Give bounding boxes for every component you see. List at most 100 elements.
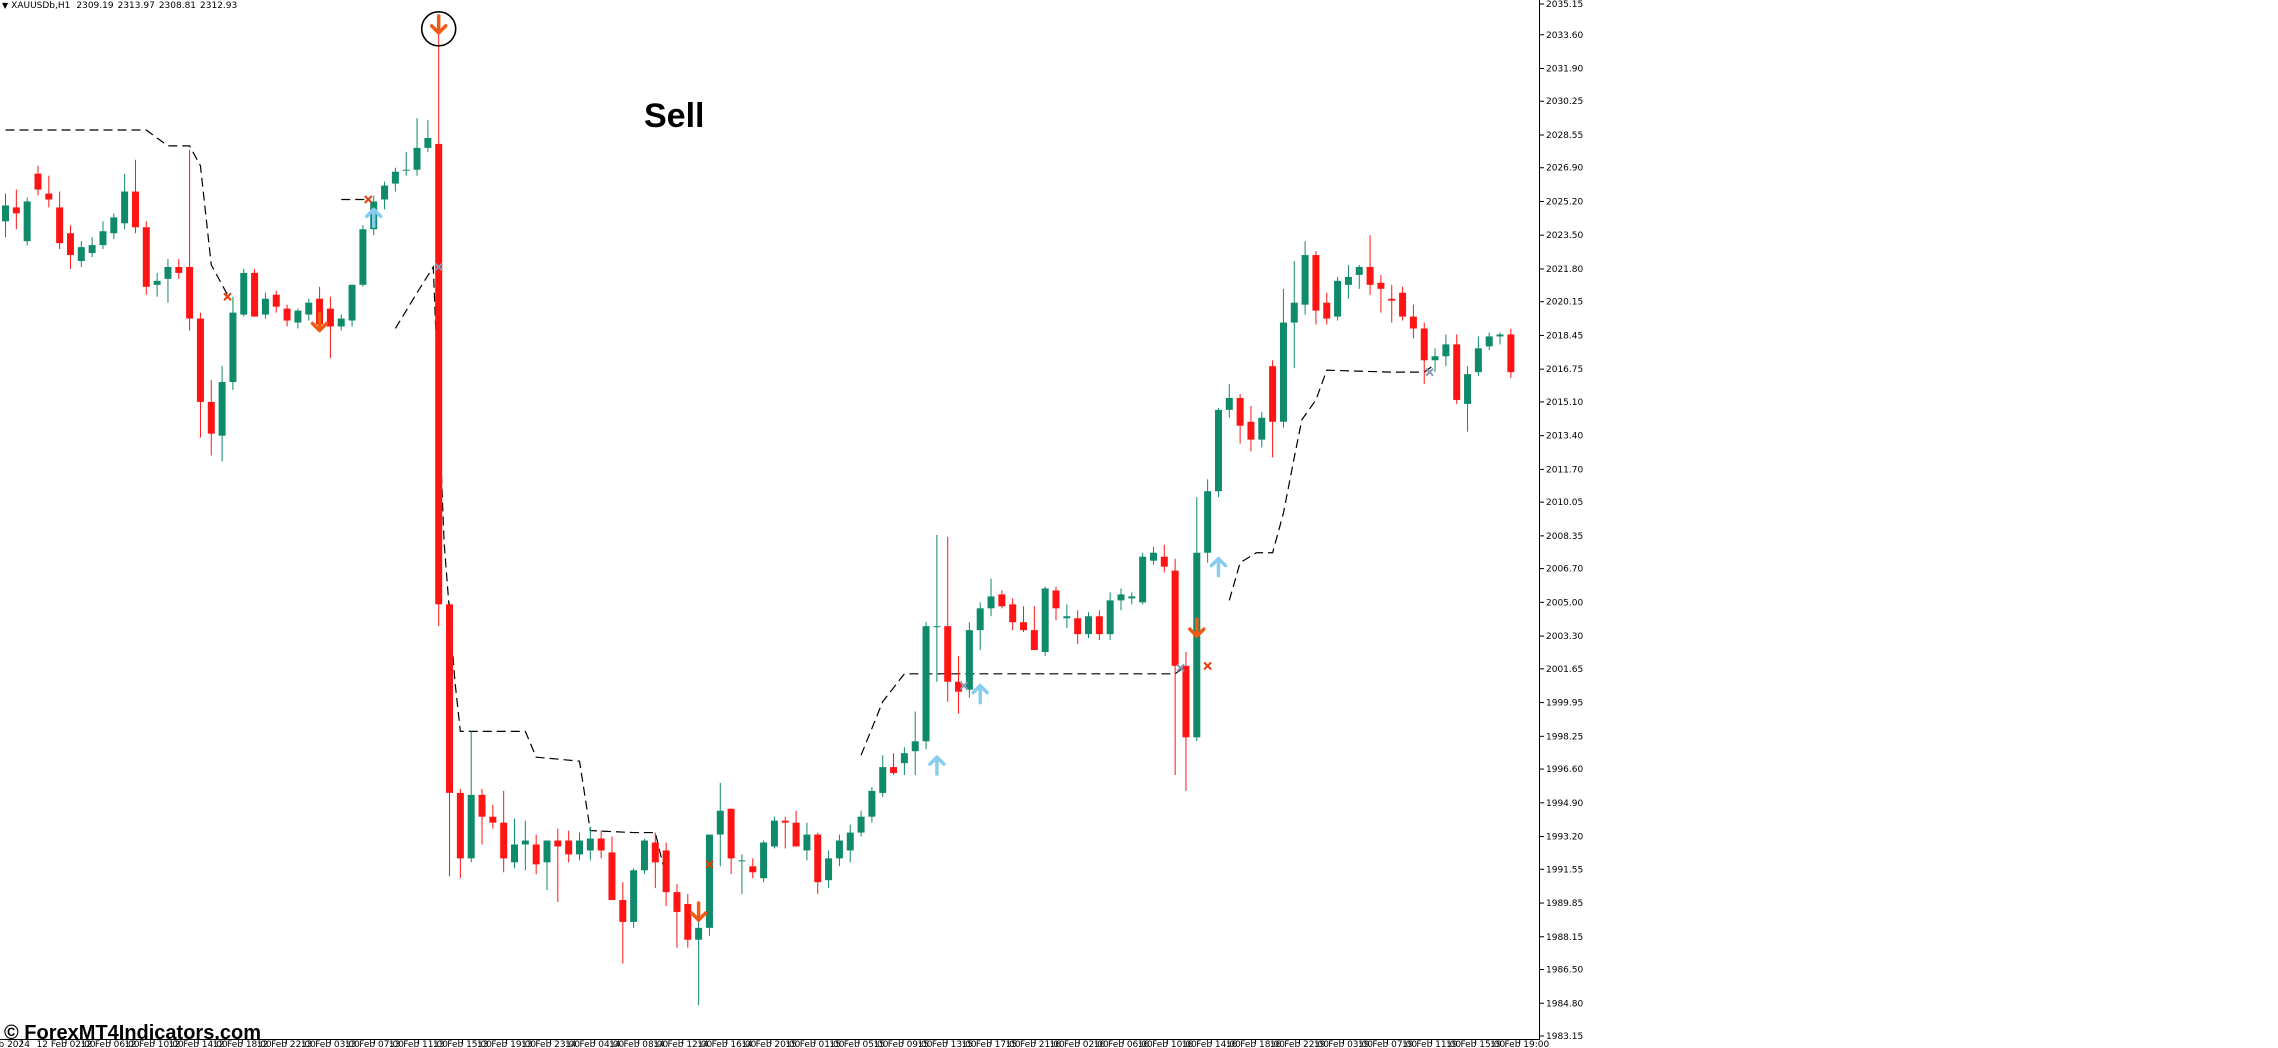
candle-body: [1063, 616, 1071, 619]
candle-body: [1355, 266, 1363, 275]
time-tick-label: 15 Feb 17:00: [962, 1040, 1021, 1048]
candle-body: [716, 810, 724, 835]
price-tick-label: 1984.80: [1546, 999, 1583, 1009]
candle-body: [1106, 600, 1114, 635]
arrow-head: [310, 321, 329, 333]
candle: [1355, 264, 1363, 289]
candle: [640, 838, 648, 875]
candle: [12, 189, 20, 230]
time-tick-label: 12 Feb 06:00: [81, 1040, 140, 1048]
candle-body: [511, 844, 519, 863]
candle-body: [207, 401, 215, 434]
candle-body: [1247, 421, 1255, 440]
time-tick-label: 15 Feb 01:00: [785, 1040, 844, 1048]
candle-body: [316, 298, 324, 325]
candle-body: [261, 298, 269, 315]
candle-body: [1344, 276, 1352, 285]
candle-body: [760, 842, 768, 879]
candle-body: [359, 229, 367, 285]
candle-body: [110, 217, 118, 234]
candle-body: [196, 318, 204, 402]
candle-body: [814, 834, 822, 883]
candle-body: [294, 310, 302, 323]
candle-body: [391, 171, 399, 184]
candle-body: [1020, 622, 1028, 631]
candle: [803, 822, 811, 861]
candle: [619, 882, 627, 964]
sell-arrow-icon: [429, 14, 448, 35]
candle: [478, 788, 486, 845]
candle-body: [1160, 556, 1168, 567]
candle: [1258, 411, 1266, 448]
time-tick-label: 16 Feb 06:00: [1094, 1040, 1153, 1048]
candle: [760, 840, 768, 883]
signal-circle-icon: [420, 11, 457, 47]
watermark: © ForexMT4Indicators.com: [4, 1022, 262, 1044]
time-tick-label: 19 Feb 19:00: [1490, 1040, 1549, 1048]
candle-body: [99, 231, 107, 246]
candle: [1041, 586, 1049, 656]
candle-body: [153, 280, 161, 285]
candle: [965, 622, 973, 698]
candle-body: [413, 147, 421, 170]
candle-body: [1399, 292, 1407, 317]
time-tick-label: 15 Feb 05:00: [829, 1040, 888, 1048]
candle-body: [1117, 594, 1125, 601]
candlesticks: [2, 22, 1515, 1006]
candle: [326, 296, 334, 359]
exit-mark-icon: [364, 195, 373, 204]
x-stroke: [223, 292, 232, 301]
signal-markers: [223, 11, 1434, 922]
candle: [66, 225, 74, 269]
candle: [196, 312, 204, 438]
time-tick-label: 14 Feb 08:00: [609, 1040, 668, 1048]
sell-arrow-icon: [689, 901, 708, 922]
price-tick-label: 2020.15: [1546, 298, 1583, 308]
candle: [987, 578, 995, 617]
arrow-head: [429, 24, 448, 35]
arrow-head: [364, 207, 383, 219]
price-tick-label: 2010.05: [1546, 498, 1583, 508]
candle-body: [283, 308, 291, 321]
candle: [630, 868, 638, 928]
arrow-head: [1188, 627, 1206, 638]
candle-body: [619, 900, 627, 922]
candle-body: [88, 245, 96, 254]
candle-body: [1149, 552, 1157, 561]
candle-body: [23, 201, 31, 242]
buy-arrow-icon: [364, 207, 383, 229]
candle: [413, 118, 421, 176]
collapse-triangle-icon[interactable]: ▼: [2, 1, 9, 10]
candle: [1128, 592, 1136, 605]
candle: [1409, 304, 1417, 339]
price-tick-label: 2005.00: [1546, 598, 1583, 608]
exit-mark-icon: [223, 292, 232, 301]
candle: [142, 221, 150, 295]
candle: [608, 836, 616, 901]
candle-body: [976, 608, 984, 631]
candle: [500, 790, 508, 873]
candle-body: [662, 850, 670, 893]
price-tick-label: 2035.15: [1546, 0, 1583, 10]
candle-body: [554, 840, 562, 847]
candle: [121, 173, 129, 230]
trail-segment: [860, 665, 1187, 756]
candle: [381, 181, 389, 210]
candle: [164, 259, 172, 303]
candle-body: [1334, 280, 1342, 317]
time-tick-label: 12 Feb 10:00: [125, 1040, 184, 1048]
candle-body: [1420, 328, 1428, 361]
candle: [868, 786, 876, 823]
price-tick-label: 2015.10: [1546, 398, 1583, 408]
price-tick-label: 2026.90: [1546, 164, 1583, 174]
price-tick-label: 2016.75: [1546, 365, 1583, 375]
candle: [1312, 251, 1320, 325]
candle: [1009, 598, 1017, 631]
candle-body: [944, 626, 952, 682]
price-tick-label: 1989.85: [1546, 899, 1583, 909]
sell-arrow-icon: [1188, 617, 1206, 638]
candle-body: [890, 767, 898, 774]
candle: [684, 894, 692, 948]
candle-body: [1052, 590, 1060, 609]
